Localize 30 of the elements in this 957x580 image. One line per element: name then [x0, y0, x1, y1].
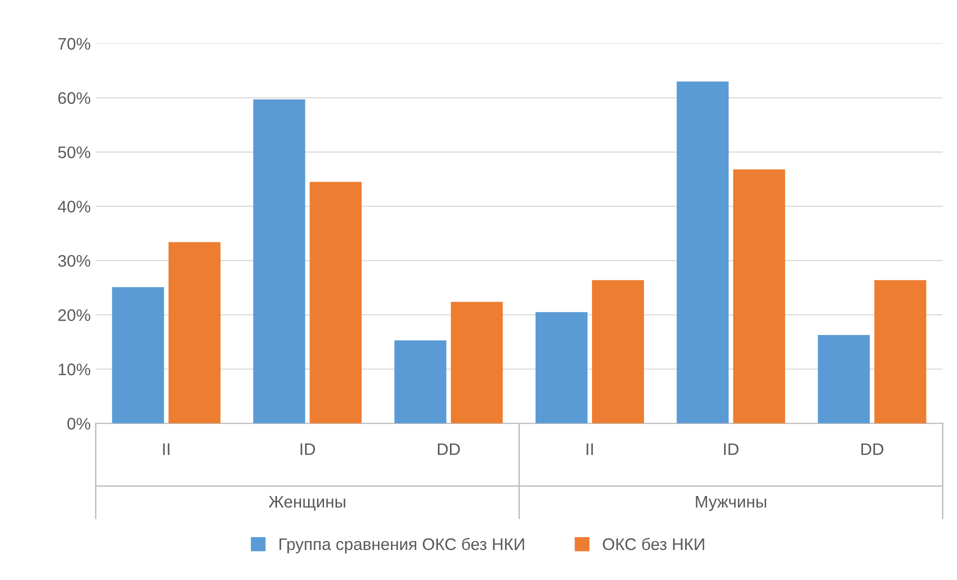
y-tick-label: 50% [58, 146, 90, 158]
bar [168, 242, 220, 424]
bar [592, 280, 644, 424]
bar [450, 302, 503, 424]
legend-label: ОКС без НКИ [602, 538, 704, 550]
y-tick-label: 70% [58, 38, 90, 50]
y-tick-label: 30% [58, 254, 90, 267]
y-tick-label: 0% [67, 418, 90, 430]
bar [818, 334, 870, 424]
x-tick-label: ID [724, 443, 738, 455]
text: Мужчины [696, 496, 766, 511]
bar [310, 182, 362, 424]
y-tick-label: 10% [58, 364, 90, 376]
x-tick-label: DD [438, 443, 460, 455]
x-tick-label: ID [300, 443, 315, 455]
bar [874, 280, 926, 424]
text: Женщины [268, 496, 346, 511]
bar [676, 81, 729, 424]
y-tick-label: 40% [58, 200, 90, 213]
bar [394, 340, 446, 424]
bar [536, 312, 588, 424]
legend-label: Группа сравнения ОКС без НКИ [280, 538, 524, 554]
bar [253, 99, 306, 424]
x-tick-label: DD [861, 443, 884, 455]
x-tick-label: II [586, 443, 593, 455]
bar [733, 169, 786, 424]
bar [112, 287, 164, 424]
x-tick-label: II [163, 443, 170, 455]
y-tick-label: 60% [58, 92, 90, 104]
y-tick-label: 20% [58, 309, 90, 322]
